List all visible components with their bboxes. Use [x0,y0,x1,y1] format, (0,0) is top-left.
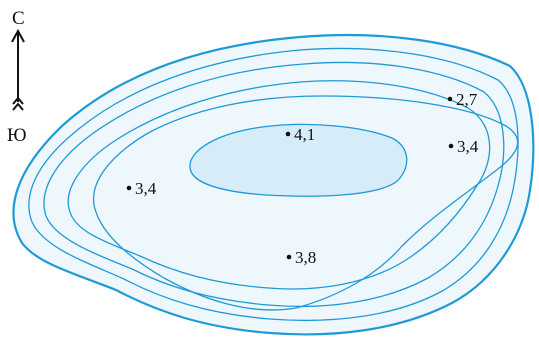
compass: С Ю [7,8,27,146]
depth-point-marker [447,96,453,102]
depth-point-label: 3,8 [295,248,316,267]
contour-line-3 [43,61,505,308]
lake-contours [12,33,535,336]
depth-point-label: 3,4 [457,137,479,156]
depth-point-marker [285,131,291,137]
north-arrow-icon [11,28,25,111]
contour-line-2 [28,47,519,322]
depth-point: 3,8 [286,248,316,267]
depth-point: 3,4 [448,137,479,156]
depth-point: 3,4 [126,179,157,198]
depth-points: 2,7 3,4 4,1 3,4 3,8 [126,90,479,267]
depth-point-marker [448,143,454,149]
contour-line-4 [67,80,491,290]
depth-point-marker [126,185,132,191]
north-label: С [12,8,25,29]
deep-zone-contour [189,123,408,197]
depth-point: 4,1 [285,125,315,144]
south-label: Ю [7,125,27,146]
depth-point-label: 4,1 [294,125,315,144]
depth-point-label: 3,4 [135,179,157,198]
contour-line-5 [92,95,519,311]
depth-point: 2,7 [447,90,478,109]
depth-point-label: 2,7 [456,90,478,109]
depth-point-marker [286,254,292,260]
